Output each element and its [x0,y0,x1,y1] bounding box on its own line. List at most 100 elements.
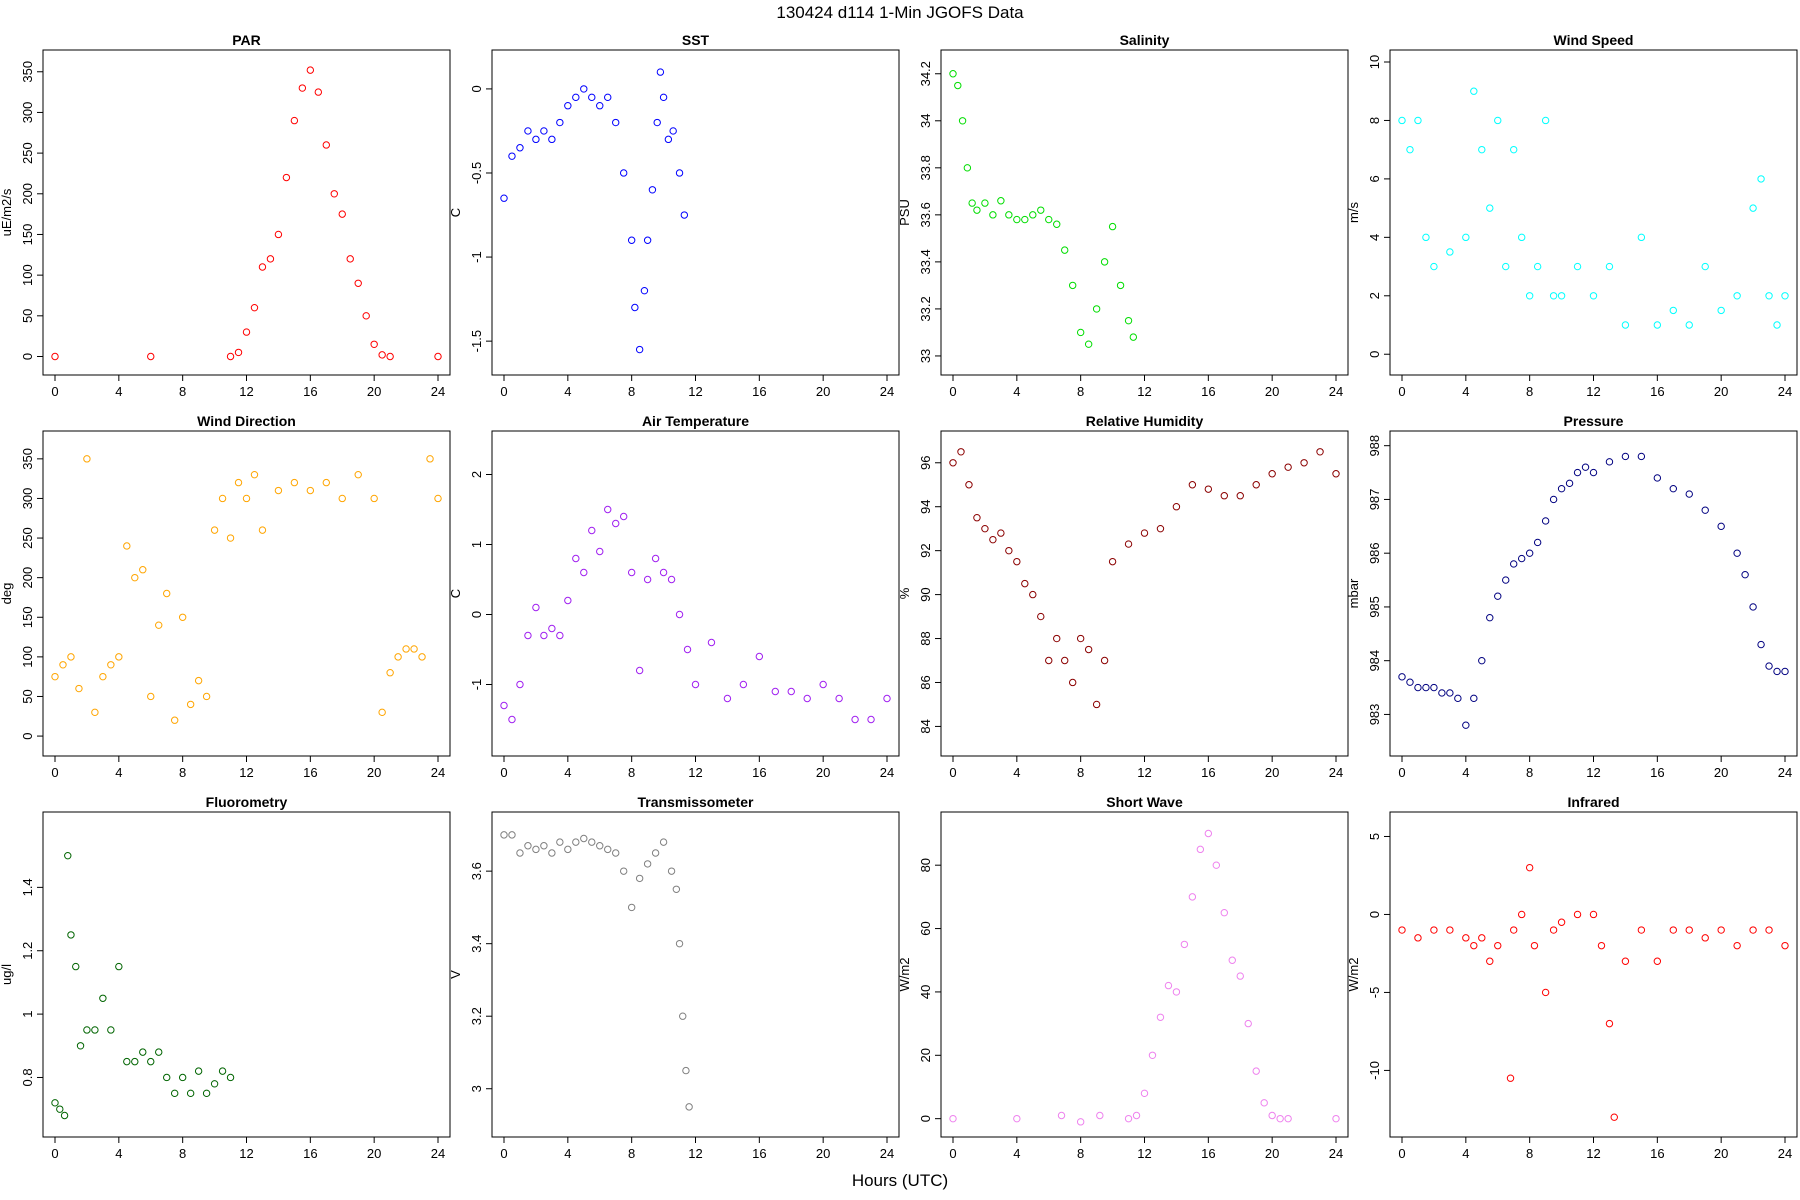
salinity-data-point [997,197,1005,205]
fluorometry-data-point [178,1073,187,1082]
wind-direction-plot-frame [42,430,451,757]
short-wave-data-point [1057,1111,1066,1120]
transmissometer-data-point [524,842,532,850]
pressure-data-point [1414,683,1422,692]
relative-humidity-x-tick-label: 8 [1077,765,1084,780]
pressure-data-point [1757,640,1765,649]
sst-x-tick-label: 4 [564,384,571,399]
pressure-data-point [1685,490,1693,498]
fluorometry-x-tick-label: 16 [303,1146,317,1161]
salinity-data-point [1005,211,1013,219]
wind-speed-data-point [1414,116,1422,125]
pressure-title: Pressure [1564,413,1624,429]
par-y-tick-label: 200 [20,183,35,205]
transmissometer-data-point [659,838,668,846]
infrared-data-point [1669,926,1677,934]
wind-speed-data-point [1757,175,1765,183]
wind-direction-y-tick-label: 150 [20,606,35,628]
wind-direction-y-tick-label: 300 [20,488,35,510]
transmissometer-data-point [643,860,652,868]
salinity-x-tick-label: 20 [1265,384,1279,399]
wind-direction-data-point [99,672,107,681]
infrared-y-tick-label: -10 [1367,1061,1382,1080]
air-temperature-data-point [675,610,684,619]
salinity-y-axis-label: PSU [897,199,912,226]
wind-direction-data-point [434,494,442,503]
salinity-data-point [1124,316,1133,325]
fluorometry-data-point [226,1073,235,1082]
sst-x-tick-label: 12 [688,384,702,399]
wind-speed-series [1398,87,1789,329]
wind-speed-data-point [1494,116,1502,125]
fluorometry-data-point [147,1057,155,1066]
sst-data-point [656,68,665,76]
wind-speed-title: Wind Speed [1554,32,1634,48]
pressure-data-point [1454,694,1462,703]
par-y-tick-label: 350 [20,61,35,83]
wind-speed-data-point [1430,262,1438,271]
wind-speed-x-tick-label: 4 [1462,384,1469,399]
salinity-plot-frame [940,49,1349,376]
salinity-series [949,70,1138,348]
infrared-data-point [1637,926,1646,934]
infrared-data-point [1781,941,1789,950]
sst-data-point [680,211,689,219]
infrared-x-tick-label: 12 [1586,1146,1600,1161]
short-wave-data-point [1236,972,1244,980]
relative-humidity-y-tick-label: 92 [918,543,933,557]
wind-direction-data-point [178,613,187,621]
infrared-x-tick-label: 20 [1714,1146,1728,1161]
wind-speed-x-tick-label: 8 [1526,384,1533,399]
wind-direction-data-point [59,661,67,669]
pressure-series [1398,452,1789,729]
short-wave-data-point [949,1114,957,1123]
salinity-y-tick-label: 33 [918,349,933,363]
wind-speed-data-point [1517,233,1526,242]
pressure-data-point [1470,694,1478,703]
wind-direction-y-tick-label: 0 [20,732,35,739]
short-wave-data-point [1244,1019,1252,1028]
sst-x-tick-label: 16 [752,384,766,399]
wind-speed-data-point [1765,292,1773,300]
infrared-panel: Infrared W/m2 0 4 8 12 16 20 24 -10 -5 0 5 [1346,794,1798,1161]
transmissometer-x-tick-label: 8 [628,1146,635,1161]
par-panel: PAR uE/m2/s 0 4 8 12 16 20 24 0 50 100 150 200 250 300 3… [0,32,451,399]
short-wave-data-point [1228,956,1236,964]
short-wave-y-tick-label: 80 [918,858,933,872]
transmissometer-data-point [508,831,516,839]
air-temperature-data-point [500,701,508,710]
pressure-data-point [1398,673,1406,681]
relative-humidity-y-axis-label: % [897,587,912,599]
infrared-title: Infrared [1567,794,1619,810]
relative-humidity-data-point [1068,678,1077,687]
par-y-tick-label: 50 [20,309,35,323]
relative-humidity-panel: Relative Humidity% 0 4 8 12 16 20 24 84 86 88 90 92 9… [897,413,1349,780]
air-temperature-title: Air Temperature [642,413,749,429]
pressure-y-tick-label: 988 [1367,435,1382,457]
sst-y-tick-label: -0.5 [469,162,484,184]
fluorometry-y-tick-label: 1 [20,1010,35,1017]
par-x-tick-label: 16 [303,384,317,399]
fluorometry-data-point [83,1026,91,1034]
sst-y-tick-label: 0 [469,85,484,92]
relative-humidity-y-tick-label: 96 [918,456,933,470]
x-axis-label: Hours (UTC) [852,1171,948,1190]
infrared-data-point [1530,941,1539,950]
wind-speed-y-tick-label: 8 [1367,117,1382,124]
transmissometer-data-point [604,845,612,854]
sst-data-point [588,93,596,102]
relative-humidity-data-point [1108,557,1117,566]
wind-direction-data-point [226,534,235,542]
pressure-data-point [1517,554,1526,563]
par-x-tick-label: 0 [51,384,58,399]
infrared-data-point [1430,926,1438,934]
transmissometer-x-tick-label: 16 [752,1146,766,1161]
wind-speed-y-tick-label: 2 [1367,292,1382,299]
wind-speed-data-point [1486,204,1494,212]
air-temperature-data-point [835,694,843,703]
air-temperature-data-point [883,694,891,703]
par-title: PAR [232,32,261,48]
wind-speed-y-axis-label: m/s [1346,202,1361,223]
relative-humidity-data-point [1252,481,1260,489]
air-temperature-data-point [532,603,540,612]
